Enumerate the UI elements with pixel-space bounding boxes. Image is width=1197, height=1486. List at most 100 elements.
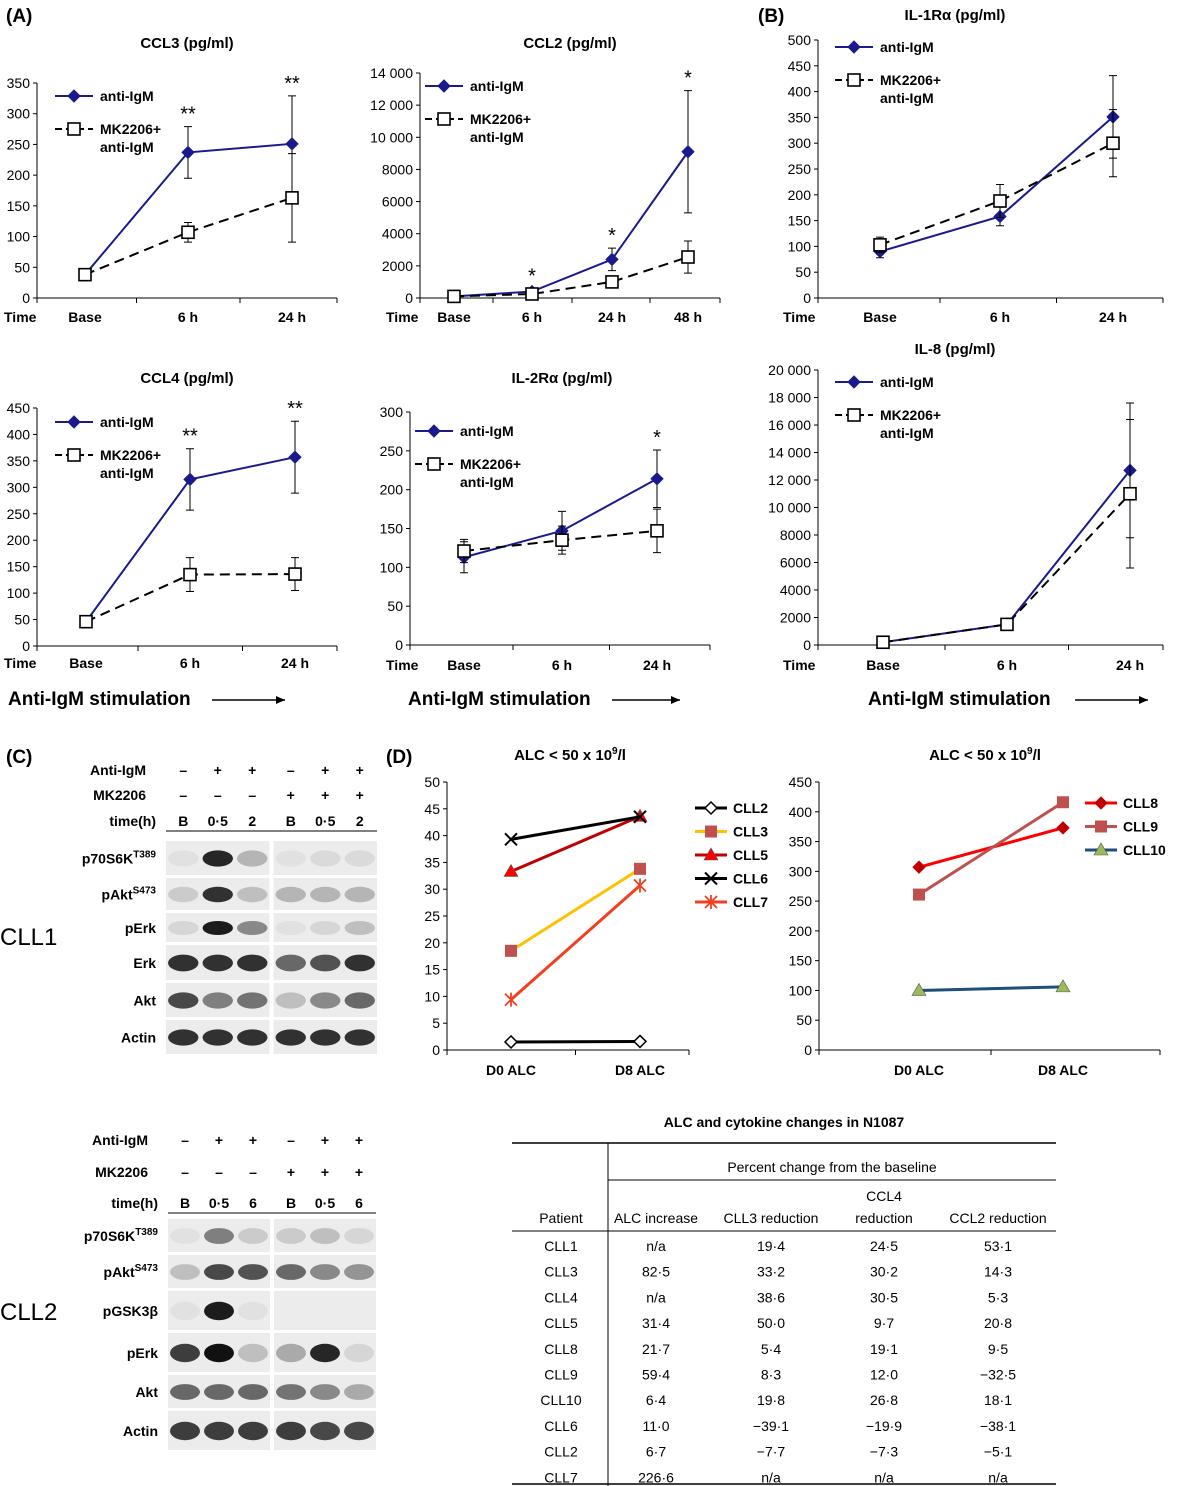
data-point	[183, 472, 197, 487]
data-point	[993, 194, 1007, 208]
legend-label-anti-igm: anti-IgM	[880, 39, 934, 55]
table-cell: n/a	[874, 1469, 894, 1485]
x-tick-label: Base	[69, 655, 103, 671]
legend: anti-IgM MK2206+ anti-IgM	[835, 39, 941, 106]
western-cll1: Anti-IgM MK2206 time(h) – + + – + + – – – + + + B 0·5 2 B 0…	[0, 762, 377, 1054]
series-cll2	[503, 1034, 648, 1050]
y-tick-label: 16 000	[768, 417, 811, 433]
blot-row-akt: Akt	[135, 1375, 376, 1408]
y-tick-label: 35	[424, 854, 440, 870]
data-point	[876, 635, 890, 650]
y-tick-label: 5	[432, 1015, 440, 1031]
time-value: 2	[248, 813, 256, 829]
table-cell: 6·4	[646, 1392, 666, 1408]
band	[202, 886, 233, 903]
table-row: CLL8 21·7 5·4 19·1 9·5	[544, 1341, 1008, 1357]
membrane-right	[274, 1219, 376, 1252]
chart-title: ALC < 50 x 109/l	[514, 746, 626, 764]
data-point	[285, 137, 299, 151]
summary-table: ALC and cytokine changes in N1087 Percent…	[512, 1114, 1056, 1486]
series-line	[510, 815, 641, 841]
y-tick-label: 450	[7, 400, 31, 416]
y-tick-label: 100	[789, 982, 813, 998]
table-cell: 59·4	[642, 1367, 670, 1383]
legend-item: CLL5	[695, 847, 768, 863]
table-cell: −32·5	[980, 1367, 1016, 1383]
significance-marker: *	[653, 427, 661, 449]
table-cell: CLL10	[540, 1392, 581, 1408]
data-point	[183, 567, 197, 582]
data-point	[555, 533, 569, 547]
table-row: CLL6 11·0 −39·1 −19·9 −38·1	[544, 1418, 1016, 1434]
legend-label: CLL5	[733, 847, 768, 863]
y-tick-label: 4000	[780, 582, 811, 598]
y-tick-label: 200	[788, 187, 812, 203]
column-header: reduction	[855, 1210, 913, 1226]
legend-label-anti-igm: anti-IgM	[100, 88, 154, 104]
y-tick-label: 20	[424, 935, 440, 951]
chart-alc2: ALC < 50 x 109/l 0 50 100 150 200 250 300 350 400…	[789, 746, 1166, 1078]
y-tick-label: 25	[424, 908, 440, 924]
y-tick-label: 200	[7, 532, 31, 548]
legend-marker-anti-igm	[427, 424, 441, 438]
x-tick-label: 6 h	[552, 657, 572, 673]
legend-item: CLL7	[695, 894, 768, 910]
data-point	[634, 862, 646, 875]
data-point	[681, 250, 695, 264]
table-cell: 53·1	[984, 1238, 1012, 1254]
legend-label: CLL2	[733, 800, 768, 816]
legend-marker-mk2206	[847, 408, 861, 422]
x-tick-label: 48 h	[674, 309, 702, 325]
data-point	[911, 982, 927, 996]
significance-marker: **	[287, 398, 303, 420]
band	[310, 954, 341, 972]
band	[310, 920, 341, 936]
chart-title: ALC < 50 x 109/l	[929, 746, 1041, 764]
table-cell: 30·5	[870, 1289, 898, 1305]
y-tick-label: 400	[788, 84, 812, 100]
data-point	[1055, 979, 1071, 993]
mk2206-sign: +	[355, 1164, 363, 1180]
chart-title: CCL3 (pg/ml)	[140, 35, 233, 52]
blot-row-akt: Akt	[133, 983, 377, 1017]
table-cell: 11·0	[643, 1418, 670, 1434]
anti-igm-row-label: Anti-IgM	[92, 1132, 148, 1148]
x-tick-label: 24 h	[1116, 657, 1144, 673]
y-tick-label: 100	[7, 585, 31, 601]
table-cell: CLL6	[544, 1418, 578, 1434]
y-tick-label: 50	[795, 264, 811, 280]
column-header: CLL3 reduction	[724, 1210, 819, 1226]
x-tick-label: Base	[68, 309, 102, 325]
legend-label-mk2206-2: anti-IgM	[100, 465, 154, 481]
mk2206-sign: –	[248, 787, 256, 803]
time-value: 0·5	[315, 813, 335, 829]
time-value: B	[286, 1195, 296, 1211]
band	[344, 1228, 374, 1244]
data-point	[1106, 136, 1120, 150]
mk2206-sign: –	[181, 1164, 189, 1180]
blot-label: pGSK3β	[103, 1303, 159, 1319]
chart-il1ra: IL-1Rα (pg/ml) 0 50 100 150 200 250 300 350 400 45…	[783, 7, 1164, 325]
legend-label-anti-igm: anti-IgM	[460, 423, 514, 439]
legend-marker-anti-igm	[847, 40, 861, 54]
table-cell: 19·1	[870, 1341, 898, 1357]
y-tick-label: 2000	[780, 610, 811, 626]
panel-label-b: (B)	[758, 6, 784, 27]
y-tick-label: 10 000	[768, 500, 811, 516]
table-cell: 24·5	[870, 1238, 898, 1254]
data-point	[632, 1034, 648, 1049]
chart-title: CCL4 (pg/ml)	[140, 370, 233, 387]
y-tick-label: 450	[788, 58, 812, 74]
table-cell: CLL7	[544, 1469, 578, 1485]
y-tick-label: 8000	[382, 161, 413, 177]
legend-item: CLL3	[695, 824, 768, 840]
anti-igm-sign: +	[248, 762, 256, 778]
table-cell: CLL8	[544, 1341, 578, 1357]
band	[276, 1384, 306, 1400]
y-tick-label: 15	[424, 962, 440, 978]
anti-igm-sign: +	[249, 1132, 257, 1148]
time-value: 2	[356, 813, 364, 829]
blot-row-erk: Erk	[133, 945, 377, 980]
band	[237, 954, 268, 972]
y-tick-label: 150	[788, 213, 812, 229]
